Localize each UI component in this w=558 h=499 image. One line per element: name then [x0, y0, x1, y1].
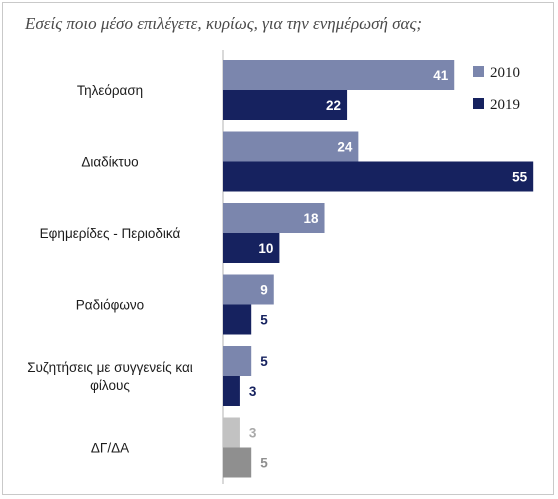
category-label: Διαδίκτυο — [81, 155, 138, 170]
data-label-2019: 5 — [260, 456, 268, 471]
category-label: ΔΓ/ΔΑ — [91, 441, 129, 456]
bar-2019 — [223, 90, 348, 120]
bar-2010 — [223, 417, 240, 448]
data-label-2019: 55 — [512, 170, 528, 185]
category-label: φίλους — [90, 378, 130, 393]
bar-2010 — [223, 203, 325, 233]
data-label-2010: 18 — [303, 211, 319, 226]
data-label-2010: 9 — [260, 283, 268, 298]
bar-2019 — [223, 376, 240, 406]
data-label-2019: 5 — [260, 313, 268, 328]
category-label: Εφημερίδες - Περιοδικά — [40, 226, 181, 241]
category-label: Τηλεόραση — [77, 83, 143, 98]
category-label: Ραδιόφωνο — [76, 298, 144, 313]
data-label-2019: 3 — [249, 384, 257, 399]
data-label-2010: 5 — [260, 354, 268, 369]
bar-2019 — [223, 161, 534, 192]
category-label: Συζητήσεις με συγγενείς και — [27, 360, 193, 375]
data-label-2010: 24 — [337, 140, 353, 155]
data-label-2019: 22 — [326, 98, 341, 113]
legend-swatch-2019 — [473, 98, 484, 109]
legend-label-2010: 2010 — [490, 65, 520, 81]
legend-label-2019: 2019 — [490, 97, 520, 113]
bar-2010 — [223, 346, 252, 376]
chart-title: Εσείς ποιο μέσο επιλέγετε, κυρίως, για τ… — [25, 14, 423, 33]
bar-2019 — [223, 304, 252, 335]
bar-2010 — [223, 60, 455, 90]
bar-2010 — [223, 131, 359, 162]
data-label-2019: 10 — [258, 241, 273, 256]
bar-2019 — [223, 233, 280, 263]
bar-2010 — [223, 274, 274, 305]
bar-2019 — [223, 447, 252, 478]
data-label-2010: 41 — [433, 68, 449, 83]
legend-swatch-2010 — [473, 66, 484, 77]
data-label-2010: 3 — [249, 426, 257, 441]
